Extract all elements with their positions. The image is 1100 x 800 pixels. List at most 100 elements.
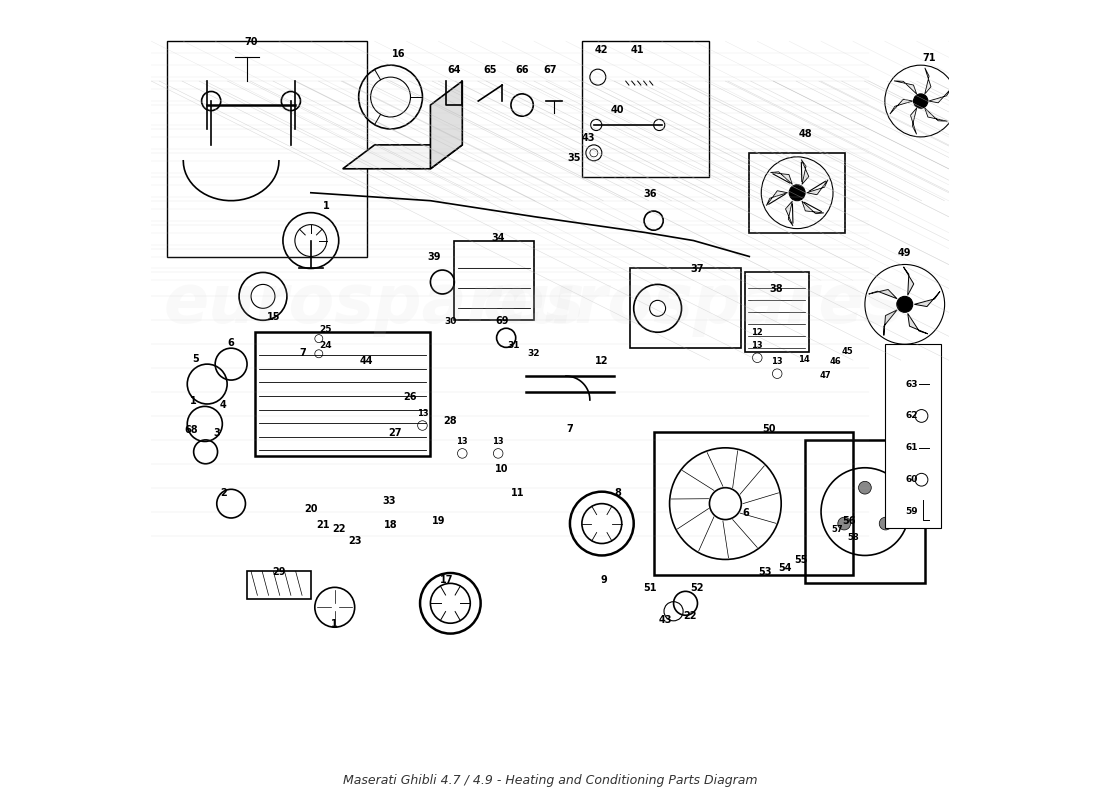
Polygon shape: [883, 310, 896, 335]
Text: 55: 55: [794, 555, 807, 566]
Bar: [746, 273, 810, 352]
Polygon shape: [767, 190, 788, 206]
Bar: [805, 440, 925, 583]
Bar: [248, 571, 311, 599]
Text: 66: 66: [515, 65, 529, 75]
Text: 9: 9: [601, 575, 607, 586]
Text: 21: 21: [316, 519, 330, 530]
Text: 2: 2: [220, 488, 227, 498]
Circle shape: [789, 185, 805, 201]
Text: 59: 59: [905, 507, 918, 516]
Text: 1: 1: [189, 396, 196, 406]
Text: 19: 19: [431, 515, 446, 526]
Circle shape: [858, 482, 871, 494]
Polygon shape: [908, 314, 928, 334]
Polygon shape: [430, 81, 462, 169]
Polygon shape: [770, 172, 792, 185]
Text: 62: 62: [905, 411, 918, 421]
Text: 37: 37: [691, 265, 704, 274]
Text: 38: 38: [769, 284, 783, 294]
Circle shape: [838, 517, 850, 530]
Polygon shape: [903, 267, 914, 295]
Text: 7: 7: [566, 424, 573, 434]
Text: 30: 30: [444, 318, 456, 326]
Text: 31: 31: [508, 341, 520, 350]
Text: 52: 52: [691, 583, 704, 594]
Circle shape: [879, 517, 892, 530]
Text: 70: 70: [244, 38, 257, 47]
Text: 22: 22: [683, 611, 696, 622]
Text: 56: 56: [843, 515, 856, 526]
Bar: [629, 269, 741, 348]
Text: 43: 43: [659, 615, 672, 626]
Text: 45: 45: [842, 346, 854, 356]
Polygon shape: [806, 180, 828, 194]
Text: 1: 1: [323, 201, 330, 210]
Text: 13: 13: [751, 341, 763, 350]
Text: 69: 69: [495, 316, 509, 326]
Text: 64: 64: [448, 65, 461, 75]
Text: 61: 61: [905, 443, 918, 452]
Text: 48: 48: [799, 129, 812, 139]
Text: 60: 60: [905, 475, 918, 484]
Polygon shape: [894, 81, 916, 94]
Text: 18: 18: [384, 519, 397, 530]
Polygon shape: [884, 344, 940, 527]
Text: 36: 36: [642, 189, 657, 198]
Bar: [653, 432, 852, 575]
Polygon shape: [928, 88, 952, 102]
Circle shape: [896, 296, 913, 312]
Bar: [255, 332, 430, 456]
Text: 5: 5: [191, 354, 199, 364]
Text: 71: 71: [922, 53, 935, 63]
Text: 40: 40: [610, 105, 625, 115]
Text: 39: 39: [428, 253, 441, 262]
Text: 7: 7: [299, 348, 306, 358]
Bar: [454, 241, 535, 320]
Polygon shape: [343, 145, 462, 169]
Text: 63: 63: [905, 379, 918, 389]
Text: 17: 17: [440, 575, 453, 586]
Text: 32: 32: [528, 349, 540, 358]
Text: eurospares: eurospares: [483, 271, 904, 338]
Text: 22: 22: [332, 523, 345, 534]
Text: 33: 33: [382, 496, 396, 506]
Text: 25: 25: [319, 326, 331, 334]
Polygon shape: [914, 291, 940, 306]
Circle shape: [913, 94, 928, 108]
Text: Maserati Ghibli 4.7 / 4.9 - Heating and Conditioning Parts Diagram: Maserati Ghibli 4.7 / 4.9 - Heating and …: [343, 774, 757, 786]
Polygon shape: [802, 201, 824, 214]
Text: 51: 51: [642, 583, 657, 594]
Bar: [749, 153, 845, 233]
Text: 14: 14: [798, 354, 810, 364]
Text: 49: 49: [898, 249, 912, 258]
Text: 43: 43: [582, 133, 595, 143]
Polygon shape: [167, 42, 366, 257]
Text: 47: 47: [820, 370, 830, 380]
Text: 50: 50: [762, 424, 776, 434]
Polygon shape: [925, 108, 947, 122]
Text: 16: 16: [392, 49, 405, 59]
Text: 29: 29: [272, 567, 286, 578]
Text: 65: 65: [484, 65, 497, 75]
Text: 68: 68: [185, 426, 198, 435]
Text: 15: 15: [267, 312, 280, 322]
Polygon shape: [911, 108, 916, 134]
Text: 44: 44: [360, 356, 373, 366]
Polygon shape: [925, 68, 931, 94]
Text: 28: 28: [443, 416, 458, 426]
Polygon shape: [801, 159, 808, 185]
Text: 12: 12: [751, 328, 763, 337]
Text: 46: 46: [829, 357, 842, 366]
Text: eurospares: eurospares: [164, 271, 585, 338]
Text: 53: 53: [759, 567, 772, 578]
Text: 41: 41: [631, 46, 645, 55]
Text: 67: 67: [543, 65, 557, 75]
Text: 1: 1: [331, 619, 338, 630]
Text: 10: 10: [495, 464, 509, 474]
Polygon shape: [890, 99, 913, 114]
Polygon shape: [582, 42, 710, 177]
Text: 13: 13: [417, 409, 428, 418]
Text: 58: 58: [847, 533, 859, 542]
Text: 20: 20: [304, 504, 318, 514]
